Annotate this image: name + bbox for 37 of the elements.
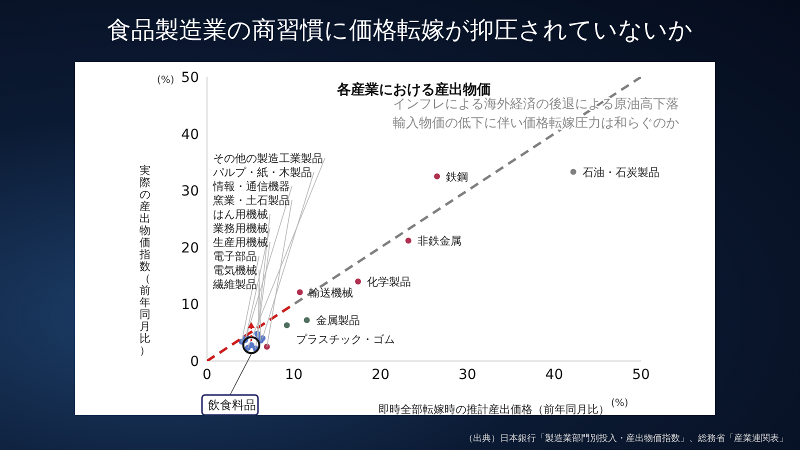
annotation: 金属製品	[316, 314, 360, 328]
chart-subtitle: 各産業における産出物価	[336, 81, 491, 98]
annotation: その他の製造工業製品	[213, 152, 323, 165]
x-tick-label: 50	[632, 366, 650, 383]
y-tick-label: 10	[181, 297, 199, 314]
x-tick-label: 0	[202, 366, 212, 383]
annotation: 電気機械	[213, 264, 257, 277]
annotation: 飲食料品	[208, 398, 256, 412]
x-tick-label: 30	[458, 366, 476, 383]
chart-title: 食品製造業の商習慣に価格転嫁が抑圧されていないか	[106, 15, 694, 46]
annotation: 化学製品	[367, 275, 412, 288]
annotation: はん用機械	[213, 208, 268, 221]
x-tick-label: 10	[284, 366, 303, 383]
annotation: 繊維製品	[212, 278, 257, 291]
text: （出典）日本銀行「製造業部門別投入・産出物価指数」、総務省「産業連関表」	[464, 432, 788, 445]
text: (%)	[611, 398, 628, 409]
annotation: 非鉄金属	[417, 234, 462, 248]
annotation: 生産用機械	[213, 236, 268, 249]
annotation: インフレによる海外経済の後退による原油高下落	[393, 96, 679, 112]
annotation: 鉄鋼	[446, 170, 468, 184]
annotation: 石油・石炭製品	[582, 166, 660, 179]
y-tick-label: 50	[181, 70, 199, 86]
annotation: 電子部品	[213, 250, 257, 263]
annotation: プラスチック・ゴム	[296, 333, 395, 346]
annotation: 情報・通信機器	[212, 180, 290, 193]
annotation: 業務用機械	[213, 222, 268, 235]
annotation: パルプ・紙・木製品	[212, 166, 312, 179]
text: 実際の産出物価指数（前年同月比）	[140, 164, 150, 357]
y-tick-label: 0	[190, 354, 199, 370]
annotation: 窯業・土石製品	[213, 194, 290, 207]
text: (%)	[157, 75, 174, 86]
y-tick-label: 20	[181, 240, 199, 256]
x-axis-title: 即時全部転嫁時の推計産出価格（前年同月比）	[378, 403, 610, 416]
y-tick-label: 40	[181, 126, 199, 143]
x-tick-label: 40	[545, 366, 564, 383]
x-tick-label: 20	[372, 366, 390, 383]
y-tick-label: 30	[181, 184, 199, 200]
